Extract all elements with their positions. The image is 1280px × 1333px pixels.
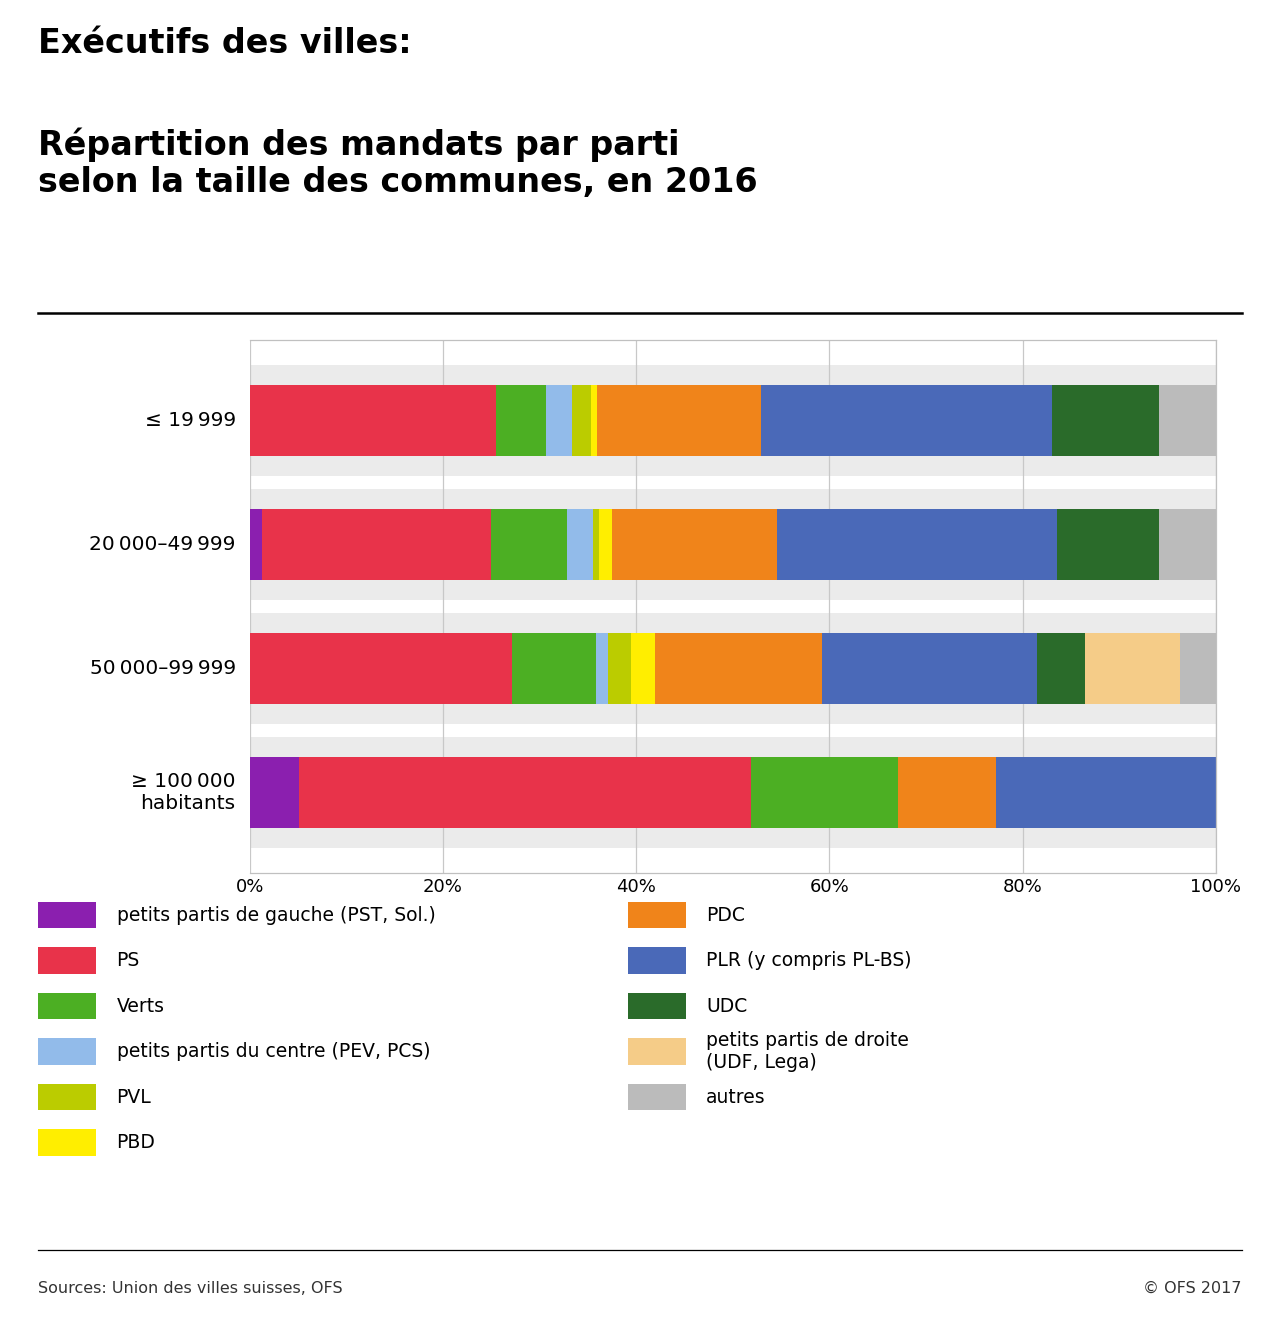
Bar [572,384,590,456]
Bar [567,509,593,580]
Bar [595,633,608,704]
Bar [1084,633,1180,704]
Text: petits partis du centre (PEV, PCS): petits partis du centre (PEV, PCS) [116,1042,430,1061]
Bar [631,633,655,704]
Bar [1052,384,1160,456]
Text: PLR (y compris PL-BS): PLR (y compris PL-BS) [707,952,911,970]
Bar [250,737,1216,848]
Bar [655,633,822,704]
FancyBboxPatch shape [38,1129,96,1156]
Text: PDC: PDC [707,905,745,925]
Text: PVL: PVL [116,1088,151,1106]
FancyBboxPatch shape [38,902,96,928]
Bar [1037,633,1084,704]
Text: Sources: Union des villes suisses, OFS: Sources: Union des villes suisses, OFS [38,1281,343,1296]
Text: petits partis de droite
(UDF, Lega): petits partis de droite (UDF, Lega) [707,1032,909,1072]
Text: Exécutifs des villes:: Exécutifs des villes: [38,27,412,60]
Bar [599,509,612,580]
Bar [608,633,631,704]
Bar [593,509,599,580]
FancyBboxPatch shape [628,1084,686,1110]
Bar [996,757,1216,829]
Text: © OFS 2017: © OFS 2017 [1143,1281,1242,1296]
Bar [762,384,1052,456]
Bar [751,757,899,829]
Bar [250,633,512,704]
Text: UDC: UDC [707,997,748,1016]
Bar [262,509,492,580]
Bar [1057,509,1158,580]
FancyBboxPatch shape [38,993,96,1020]
Text: Verts: Verts [116,997,165,1016]
Bar [250,489,1216,600]
Text: autres: autres [707,1088,765,1106]
FancyBboxPatch shape [628,1038,686,1065]
Bar [512,633,595,704]
Bar [250,757,298,829]
Bar [777,509,1057,580]
Bar [250,365,1216,476]
Bar [298,757,751,829]
Bar [250,384,495,456]
Bar [899,757,996,829]
Bar [495,384,547,456]
Bar [612,509,777,580]
Text: Répartition des mandats par parti
selon la taille des communes, en 2016: Répartition des mandats par parti selon … [38,128,758,200]
FancyBboxPatch shape [628,993,686,1020]
Bar [1160,384,1216,456]
Bar [250,509,262,580]
Bar [1158,509,1216,580]
FancyBboxPatch shape [38,1084,96,1110]
Bar [590,384,596,456]
Bar [250,613,1216,724]
Text: petits partis de gauche (PST, Sol.): petits partis de gauche (PST, Sol.) [116,905,435,925]
FancyBboxPatch shape [628,902,686,928]
Bar [1180,633,1216,704]
Bar [822,633,1037,704]
Bar [596,384,762,456]
FancyBboxPatch shape [38,1038,96,1065]
FancyBboxPatch shape [38,948,96,974]
Text: PS: PS [116,952,140,970]
Bar [492,509,567,580]
Bar [547,384,572,456]
Text: PBD: PBD [116,1133,155,1152]
FancyBboxPatch shape [628,948,686,974]
